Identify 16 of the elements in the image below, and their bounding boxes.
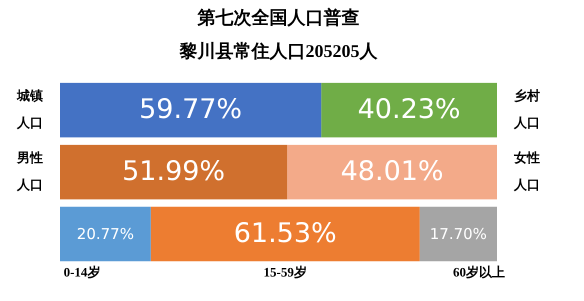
data-label: 17.70%	[430, 224, 487, 243]
data-label: 40.23%	[358, 94, 461, 126]
chart-subtitle: 黎川县常住人口205205人	[178, 41, 378, 62]
data-label: 20.77%	[76, 224, 134, 243]
data-label: 51.99%	[122, 156, 226, 188]
data-label: 48.01%	[340, 156, 444, 188]
data-label: 61.53%	[234, 218, 337, 250]
series-label: 男性人口	[16, 150, 43, 192]
series-label: 0-14岁	[64, 264, 100, 280]
series-label: 15-59岁	[264, 264, 307, 280]
data-label: 59.77%	[139, 94, 242, 126]
series-label: 乡村人口	[513, 88, 540, 130]
series-label: 女性人口	[513, 150, 540, 192]
series-label: 60岁以上	[453, 264, 505, 280]
chart-title: 第七次全国人口普查	[196, 7, 360, 28]
series-label: 城镇人口	[16, 88, 43, 130]
